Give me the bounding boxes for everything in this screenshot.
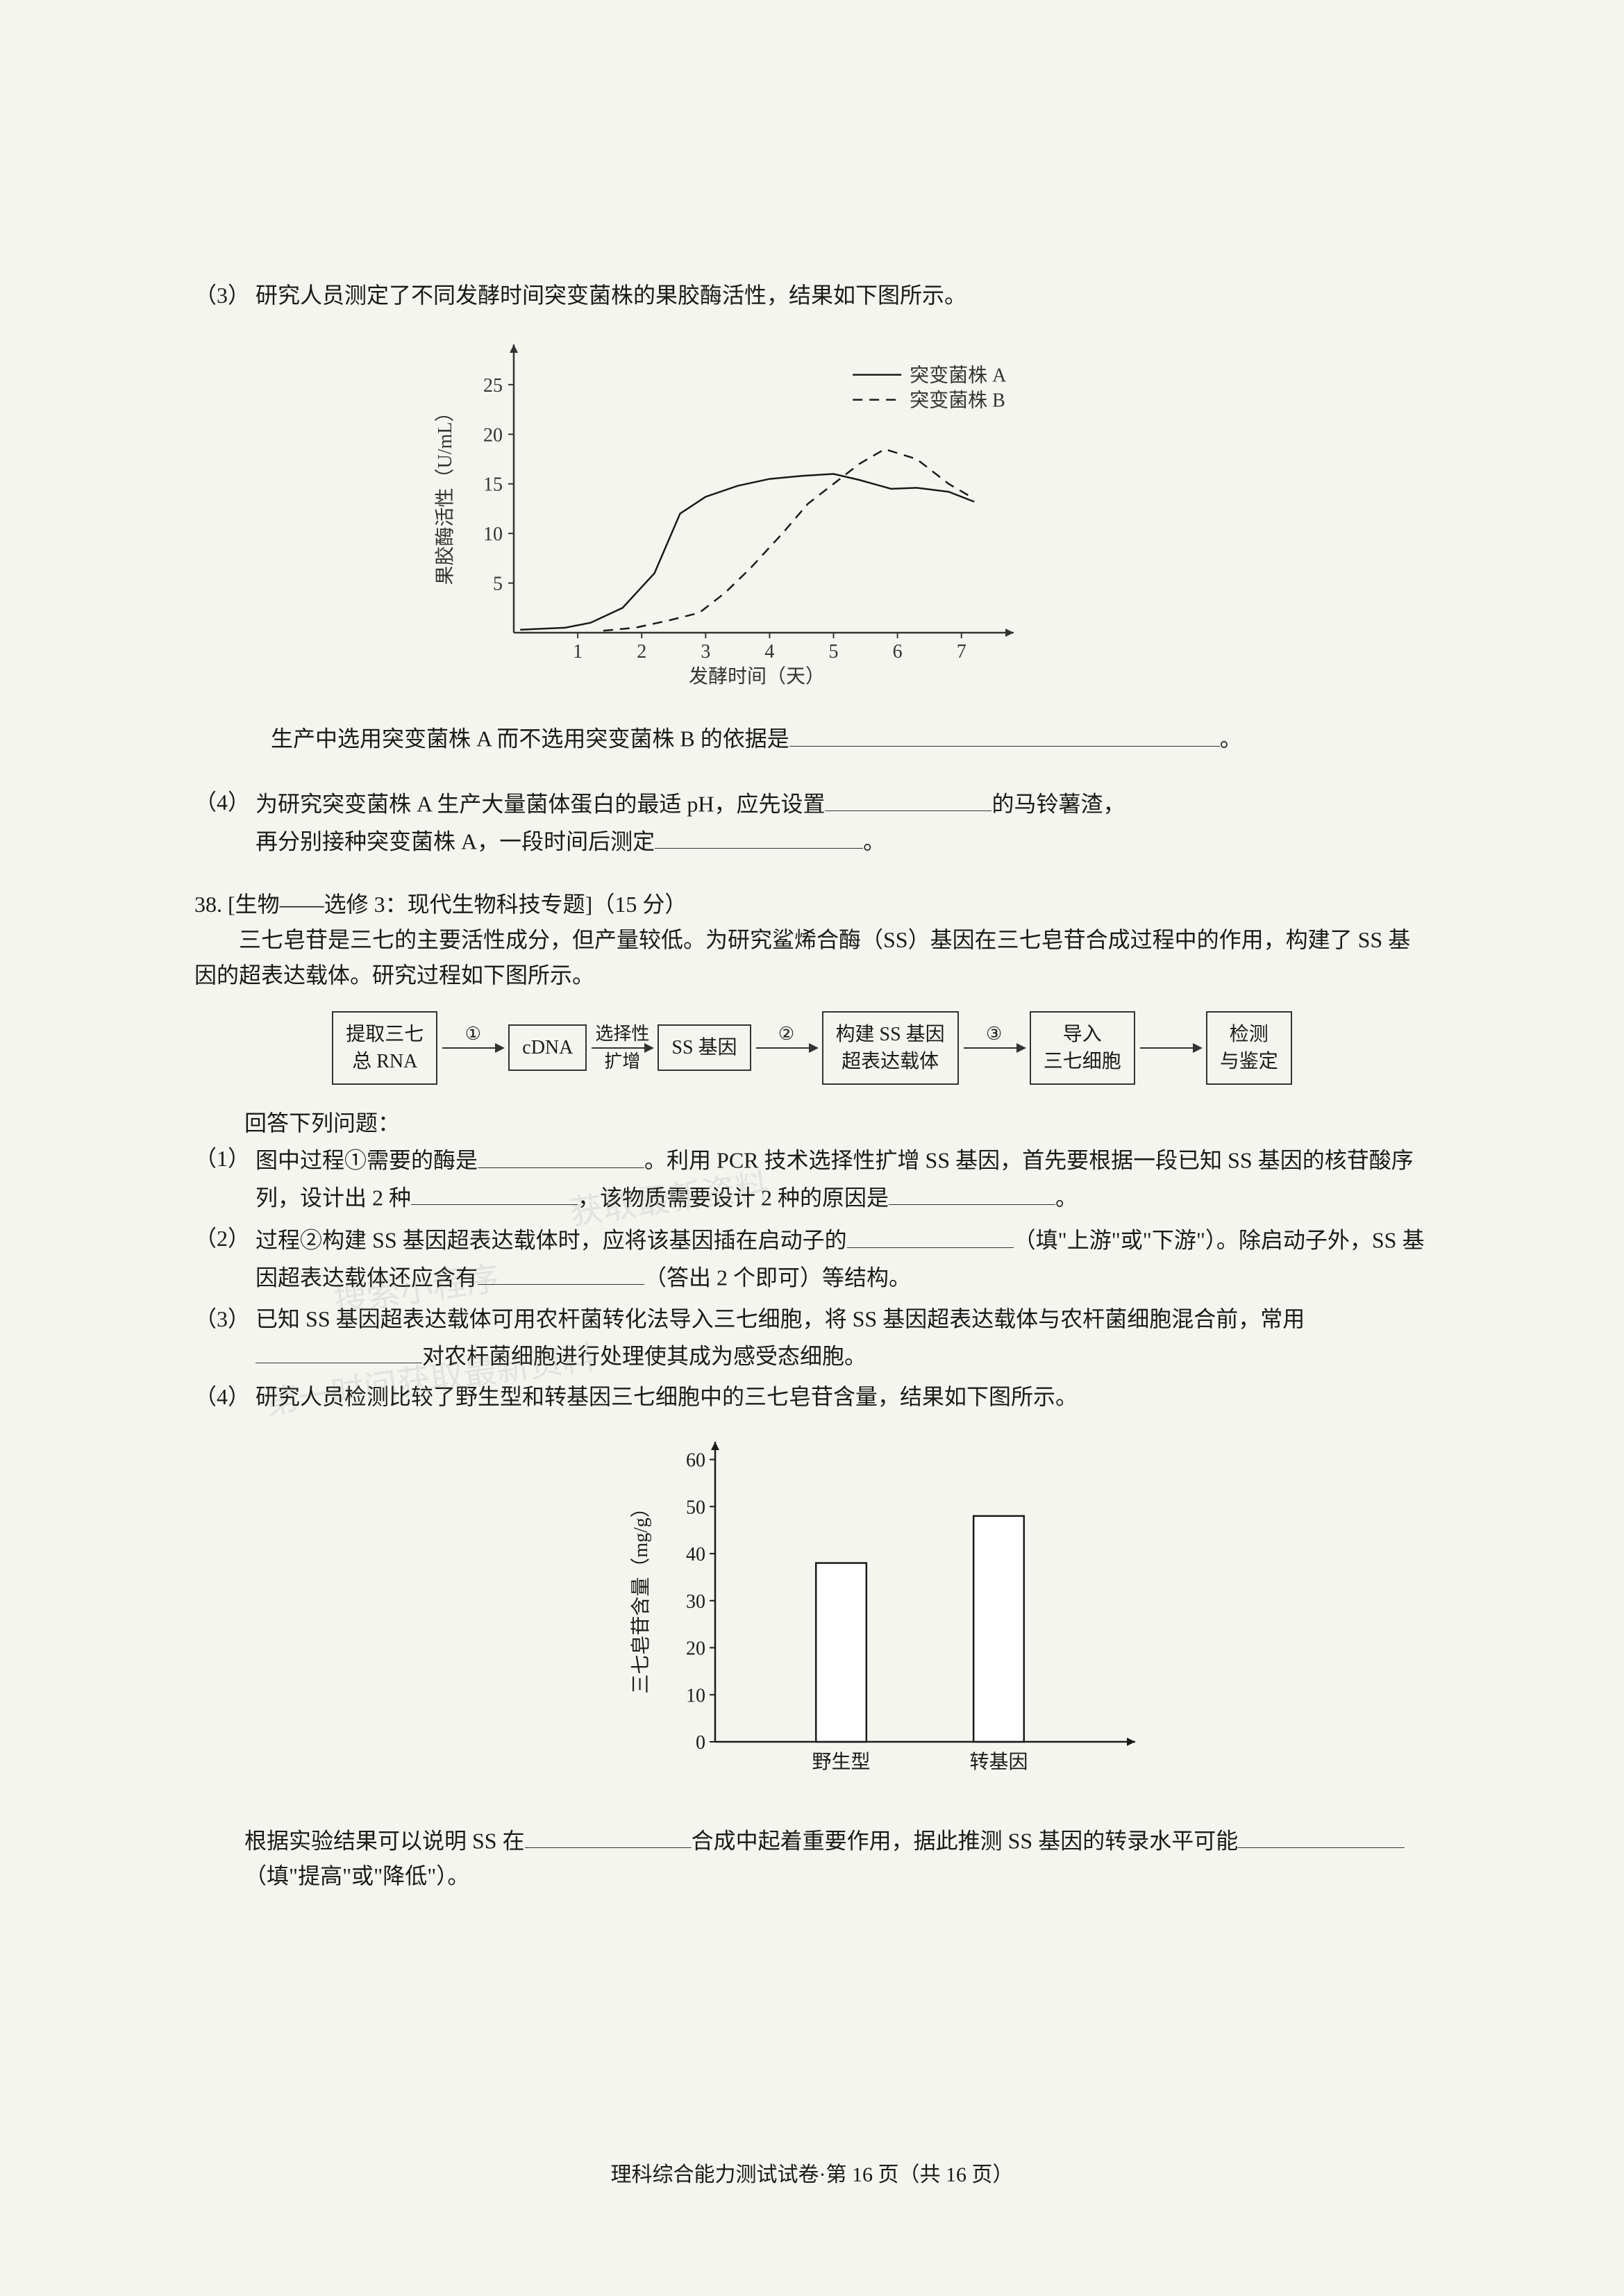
q38-2-label: （2） [194,1221,250,1295]
line-chart: 1 2 3 4 5 6 7 5 10 15 20 25 发酵时间（天） 果胶酶活性（U/mL） 突变菌株 A… [417,327,1180,688]
q38-4-c: （填"提高"或"降低"）。 [244,1863,469,1888]
flow-node-n1: 提取三七总 RNA [332,1011,437,1085]
svg-text:突变菌株 A: 突变菌株 A [910,365,1007,387]
q38-4-conclusion: 根据实验结果可以说明 SS 在 合成中起着重要作用，据此推测 SS 基因的转录水平… [194,1822,1430,1895]
q38: 38. [生物——选修 3：现代生物科技专题]（15 分） 三七皂苷是三七的主要… [194,887,1430,1894]
flow-arrow: ③ [963,1020,1026,1076]
q37-4-b: 的马铃薯渣， [991,791,1125,816]
q38-4-intro: 研究人员检测比较了野生型和转基因三七细胞中的三七皂苷含量，结果如下图所示。 [256,1384,1078,1409]
flow-arrow: ① [442,1020,504,1076]
svg-text:5: 5 [493,574,503,595]
svg-text:10: 10 [686,1685,705,1706]
svg-text:突变菌株 B: 突变菌株 B [910,390,1005,412]
flow-node-n6: 检测与鉴定 [1206,1011,1292,1085]
page-footer: 理科综合能力测试试卷·第 16 页（共 16 页） [0,2158,1624,2192]
svg-text:60: 60 [686,1449,705,1471]
blank[interactable] [889,1179,1055,1205]
svg-text:1: 1 [573,641,583,663]
chart2-container: 0 10 20 30 40 50 60 野生型 转基因 三七皂苷含量（mg/g） [611,1429,1236,1801]
q38-1-c: ，该物质需要设计 2 种的原因是 [578,1185,889,1210]
q38-3-label: （3） [194,1301,250,1374]
q38-prompt: 回答下列问题： [194,1106,1430,1141]
svg-text:转基因: 转基因 [969,1751,1028,1773]
blank[interactable] [789,719,1220,746]
svg-text:4: 4 [764,641,774,663]
svg-text:30: 30 [686,1590,705,1612]
svg-text:7: 7 [957,641,966,663]
q38-1-label: （1） [194,1141,250,1215]
q38-4-b: 合成中起着重要作用，据此推测 SS 基因的转录水平可能 [692,1828,1239,1853]
svg-text:野生型: 野生型 [812,1751,871,1773]
svg-text:20: 20 [686,1638,705,1659]
q37-4: （4） 为研究突变菌株 A 生产大量菌体蛋白的最适 pH，应先设置的马铃薯渣， … [194,785,1430,859]
q38-2-a: 过程②构建 SS 基因超表达载体时，应将该基因插在启动子的 [256,1228,847,1253]
q38-4-label: （4） [194,1379,250,1415]
blank[interactable] [655,822,863,849]
flow-node-n4: 构建 SS 基因超表达载体 [822,1011,959,1085]
svg-text:3: 3 [701,641,710,663]
svg-text:50: 50 [686,1497,705,1518]
flowchart: 提取三七总 RNA① cDNA选择性扩增SS 基因② 构建 SS 基因超表达载体… [194,1011,1430,1085]
q37-3: （3） 研究人员测定了不同发酵时间突变菌株的果胶酶活性，结果如下图所示。 1 2 3… [194,278,1430,757]
flow-node-n5: 导入三七细胞 [1030,1011,1135,1085]
q37-3-label: （3） [194,278,250,313]
q38-title: 38. [生物——选修 3：现代生物科技专题]（15 分） [194,887,1430,922]
flow-node-n2: cDNA [508,1024,587,1071]
svg-text:10: 10 [483,524,503,545]
q38-3-b: 对农杆菌细胞进行处理使其成为感受态细胞。 [422,1343,867,1368]
svg-text:20: 20 [483,424,503,446]
svg-text:15: 15 [483,474,503,496]
flow-arrow: 选择性扩增 [591,1020,653,1076]
svg-text:25: 25 [483,375,503,397]
q38-1-a: 图中过程①需要的酶是 [256,1148,478,1173]
svg-text:0: 0 [696,1732,705,1754]
flow-node-n3: SS 基因 [658,1024,751,1071]
svg-text:6: 6 [893,641,903,663]
q38-3-a: 已知 SS 基因超表达载体可用农杆菌转化法导入三七细胞，将 SS 基因超表达载体… [256,1306,1305,1331]
svg-text:三七皂苷含量（mg/g）: 三七皂苷含量（mg/g） [630,1498,652,1694]
blank[interactable] [478,1258,644,1285]
q37-4-c: 再分别接种突变菌株 A，一段时间后测定 [256,829,655,854]
q37-4-a: 为研究突变菌株 A 生产大量菌体蛋白的最适 pH，应先设置 [256,791,825,816]
q38-1-d: 。 [1055,1185,1078,1210]
svg-text:5: 5 [829,641,839,663]
svg-text:果胶酶活性（U/mL）: 果胶酶活性（U/mL） [434,403,456,585]
blank[interactable] [478,1141,644,1167]
q37-4-label: （4） [194,785,250,859]
q37-3-conclusion: 生产中选用突变菌株 A 而不选用突变菌株 B 的依据是 [271,726,789,751]
blank[interactable] [525,1822,692,1848]
q38-4-a: 根据实验结果可以说明 SS 在 [244,1828,525,1853]
blank[interactable] [256,1337,422,1363]
q38-2-c: （答出 2 个即可）等结构。 [644,1265,911,1290]
blank[interactable] [411,1179,578,1205]
q38-intro: 三七皂苷是三七的主要活性成分，但产量较低。为研究鲨烯合酶（SS）基因在三七皂苷合… [194,922,1430,993]
bar-chart: 0 10 20 30 40 50 60 野生型 转基因 三七皂苷含量（mg/g） [611,1429,1166,1790]
q37-3-intro: 研究人员测定了不同发酵时间突变菌株的果胶酶活性，结果如下图所示。 [256,278,1430,313]
blank[interactable] [825,785,991,811]
blank[interactable] [847,1221,1014,1247]
svg-text:40: 40 [686,1544,705,1565]
svg-text:2: 2 [637,641,646,663]
flow-arrow: ② [755,1020,818,1076]
flow-arrow [1139,1020,1202,1076]
svg-text:发酵时间（天）: 发酵时间（天） [689,665,825,688]
blank[interactable] [1238,1822,1405,1848]
chart1-container: 1 2 3 4 5 6 7 5 10 15 20 25 发酵时间（天） 果胶酶活性（U/mL） 突变菌株 A… [417,327,1180,699]
q37-3-conclusion-line: 生产中选用突变菌株 A 而不选用突变菌株 B 的依据是。 [194,719,1430,757]
